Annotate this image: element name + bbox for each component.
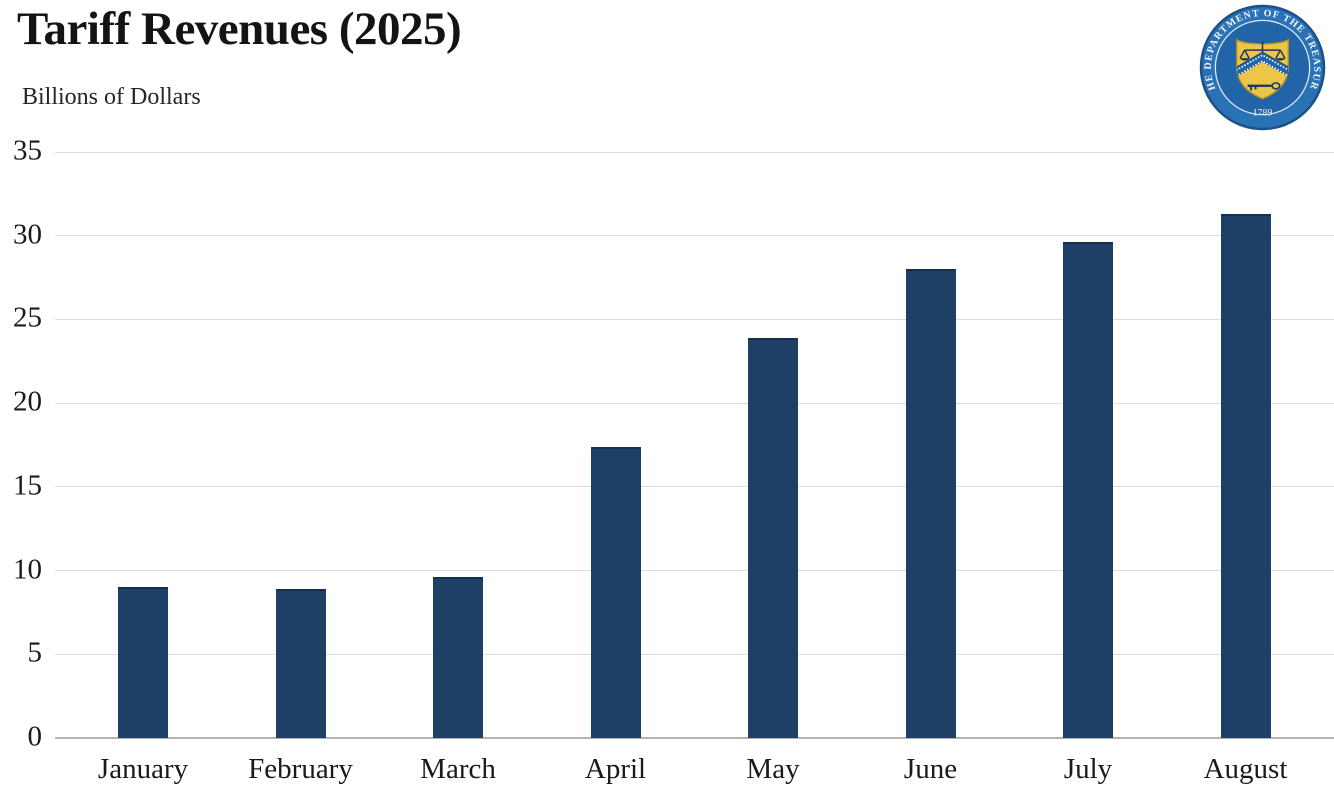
- seal-year: 1789: [1253, 108, 1273, 119]
- bar-february: [275, 588, 326, 738]
- bar-may: [748, 337, 798, 738]
- x-axis-baseline: [55, 737, 1334, 739]
- x-axis-label-april: April: [584, 753, 647, 785]
- y-tick-label-5: 5: [27, 636, 43, 669]
- gridline-5: [55, 653, 1334, 655]
- bar-march: [433, 577, 483, 738]
- y-tick-label-35: 35: [13, 134, 42, 167]
- bar-august: [1220, 213, 1271, 738]
- seal-key-icon: [1247, 82, 1281, 91]
- bar-july: [1063, 242, 1113, 738]
- treasury-seal: THE DEPARTMENT OF THE TREASURY: [1199, 4, 1326, 131]
- gridline-30: [55, 235, 1334, 237]
- x-axis-label-may: May: [746, 753, 800, 785]
- y-axis-units-label: Billions of Dollars: [22, 84, 201, 110]
- page-title: Tariff Revenues (2025): [17, 3, 462, 55]
- x-axis-label-july: July: [1063, 753, 1113, 785]
- x-axis-label-august: August: [1203, 753, 1288, 785]
- y-tick-label-25: 25: [13, 301, 42, 334]
- seal-inner-ring-line: [1214, 19, 1311, 116]
- gridline-25: [55, 318, 1334, 320]
- gridline-10: [55, 570, 1334, 572]
- y-tick-label-15: 15: [13, 469, 42, 502]
- y-tick-label-10: 10: [13, 552, 42, 585]
- bar-january: [118, 587, 168, 738]
- y-tick-label-30: 30: [13, 218, 42, 251]
- bar-april: [590, 446, 641, 738]
- x-axis-label-february: February: [248, 753, 353, 785]
- bar-june: [905, 269, 956, 738]
- x-axis-label-january: January: [97, 753, 189, 785]
- gridline-35: [55, 151, 1334, 153]
- x-axis-label-march: March: [420, 753, 496, 785]
- y-tick-label-20: 20: [13, 385, 42, 418]
- x-axis-label-june: June: [903, 753, 958, 785]
- y-tick-label-0: 0: [27, 720, 43, 753]
- seal-scales-of-justice-icon: [1239, 41, 1286, 61]
- seal-shield: [1236, 38, 1289, 100]
- gridline-15: [55, 486, 1334, 488]
- gridline-20: [55, 402, 1334, 404]
- seal-chevron-with-stars: [1236, 51, 1289, 79]
